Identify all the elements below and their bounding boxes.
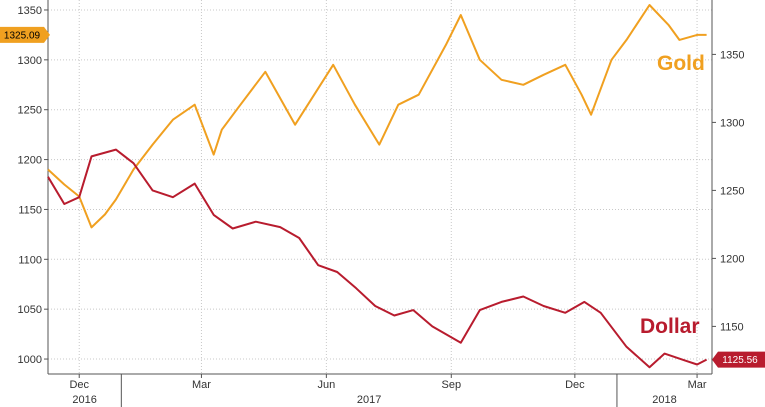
right-tick-label: 1350 <box>720 49 744 61</box>
x-year-label: 2018 <box>652 394 676 406</box>
x-tick-label: Sep <box>441 379 461 391</box>
dollar-value-tag-text: 1125.56 <box>722 355 758 366</box>
gold-value-tag <box>0 26 50 43</box>
x-axis: Dec Mar Jun Sep Dec Mar 2016 2017 2018 <box>48 373 712 407</box>
x-year-label: 2017 <box>357 394 381 406</box>
left-tick-label: 1050 <box>18 304 42 316</box>
left-tick-label: 1300 <box>18 55 42 67</box>
left-tick-label: 1250 <box>18 105 42 117</box>
x-tick-label: Dec <box>69 379 89 391</box>
gold-value-tag-text: 1325.09 <box>4 30 41 41</box>
gold-series-label: Gold <box>657 52 705 75</box>
x-tick-label: Jun <box>317 379 335 391</box>
gold-line <box>47 4 707 229</box>
x-year-label: 2016 <box>72 394 96 406</box>
x-tick-label: Mar <box>192 379 211 391</box>
left-tick-label: 1150 <box>18 204 42 216</box>
series-layer <box>47 4 708 369</box>
left-tick-label: 1200 <box>18 155 42 167</box>
left-axis: 1350 1300 1250 1200 1150 1100 1050 1000 <box>18 0 49 374</box>
grid-lines <box>48 0 712 374</box>
x-tick-label: Mar <box>688 379 707 391</box>
left-tick-label: 1350 <box>18 5 42 17</box>
x-tick-label: Dec <box>565 379 585 391</box>
left-tick-label: 1100 <box>18 254 42 266</box>
dollar-value-tag <box>712 351 765 368</box>
right-tick-label: 1200 <box>720 253 744 265</box>
right-tick-label: 1300 <box>720 117 744 129</box>
right-axis: 1350 1300 1250 1200 1150 <box>711 0 744 374</box>
dollar-line <box>47 148 708 369</box>
right-tick-label: 1150 <box>720 321 744 333</box>
value-tags: 1325.09 1125.56 <box>0 26 765 368</box>
right-tick-label: 1250 <box>720 185 744 197</box>
left-tick-label: 1000 <box>18 354 42 366</box>
dollar-series-label: Dollar <box>640 315 700 338</box>
